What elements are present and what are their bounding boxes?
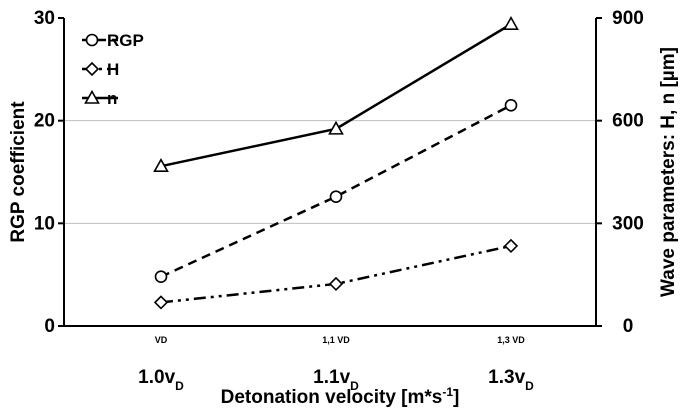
data-point-n <box>503 16 519 30</box>
legend-label-rgp: RGP <box>107 31 144 50</box>
legend: RGP Hn <box>82 31 144 108</box>
category-label-base: 1.3v <box>488 367 525 388</box>
x-axis-title-end: ] <box>453 387 459 408</box>
left-tick-label: 30 <box>34 8 55 29</box>
x-axis-title-sup: -1 <box>442 385 453 399</box>
legend-label-n: n <box>107 89 117 108</box>
y-axis-right-title: Wave parameters: H, n [µm] <box>658 47 679 297</box>
legend-label-h: H <box>107 60 119 79</box>
category-label-sub: D <box>525 379 534 393</box>
legend-item-n: n <box>82 89 118 108</box>
left-y-ticks: 0 10 20 30 <box>34 8 64 337</box>
series-h <box>153 238 519 310</box>
legend-item-rgp: RGP <box>82 31 144 50</box>
right-tick-label: 900 <box>612 8 644 29</box>
data-point-rgp <box>329 190 343 203</box>
axes <box>63 18 597 327</box>
category-label: 1.3vD <box>488 367 534 393</box>
series-line-n <box>160 23 512 168</box>
category-label-sub: D <box>175 379 184 393</box>
x-tick-label: 1,1 VD <box>322 335 350 345</box>
category-label-base: 1.1v <box>313 367 350 388</box>
x-tick-label: 1,3 VD <box>497 335 525 345</box>
right-tick-label: 600 <box>612 111 644 132</box>
left-tick-label: 0 <box>44 316 55 337</box>
data-point-n <box>153 158 169 172</box>
series-n <box>153 16 519 172</box>
data-point-h <box>328 276 344 292</box>
category-label-base: 1.0v <box>138 367 175 388</box>
x-tick-label: VD <box>155 335 168 345</box>
legend-marker-n <box>84 89 100 104</box>
category-label: 1.0vD <box>138 367 184 393</box>
legend-item-h: H <box>82 60 119 79</box>
data-point-h <box>503 238 519 254</box>
right-tick-label: 0 <box>623 316 634 337</box>
data-point-rgp <box>154 270 168 284</box>
category-label: 1.1vD <box>313 367 359 393</box>
gridlines <box>64 120 596 224</box>
series-group <box>153 16 519 310</box>
data-point-h <box>153 295 169 310</box>
left-tick-label: 20 <box>34 111 55 132</box>
data-point-rgp <box>504 98 518 112</box>
x-axis-title: Detonation velocity [m*s-1] <box>221 385 460 408</box>
category-label-sub: D <box>350 379 359 393</box>
series-line-rgp <box>160 104 512 278</box>
data-point-n <box>328 120 344 135</box>
x-axis-title-text: Detonation velocity [m*s <box>221 387 443 408</box>
legend-marker-rgp <box>85 33 99 47</box>
series-line-h <box>160 244 512 304</box>
series-rgp <box>154 98 518 284</box>
left-tick-label: 10 <box>34 213 55 234</box>
legend-marker-h <box>84 61 100 77</box>
right-tick-label: 300 <box>612 213 644 234</box>
right-y-ticks: 0 300 600 900 <box>596 8 644 337</box>
y-axis-left-title: RGP coefficient <box>8 101 29 243</box>
